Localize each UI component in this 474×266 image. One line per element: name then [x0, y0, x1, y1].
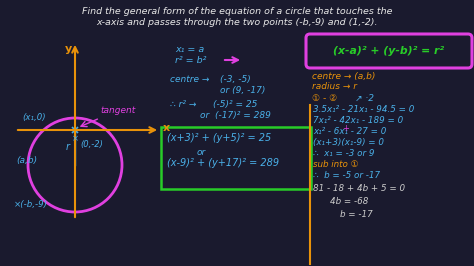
Text: (x₁,0): (x₁,0) [22, 113, 46, 122]
Text: sub into ①: sub into ① [313, 160, 358, 169]
Text: ∴  x₁ = -3 or 9: ∴ x₁ = -3 or 9 [313, 149, 374, 158]
Text: centre → (a,b): centre → (a,b) [312, 72, 375, 81]
Text: b = -17: b = -17 [340, 210, 373, 219]
Text: radius → r: radius → r [312, 82, 357, 91]
Text: centre →: centre → [170, 75, 210, 84]
Text: x-axis and passes through the two points (-b,-9) and (1,-2).: x-axis and passes through the two points… [96, 18, 378, 27]
Text: 4b = -68: 4b = -68 [330, 197, 368, 206]
Text: x₁ = a: x₁ = a [175, 45, 204, 54]
Text: r: r [66, 142, 70, 152]
Text: 7x₁² - 42x₁ - 189 = 0: 7x₁² - 42x₁ - 189 = 0 [313, 116, 403, 125]
Text: 3.5x₁² - 21x₁ - 94.5 = 0: 3.5x₁² - 21x₁ - 94.5 = 0 [313, 105, 414, 114]
Text: (x-a)² + (y-b)² = r²: (x-a)² + (y-b)² = r² [333, 46, 445, 56]
Text: (-3, -5): (-3, -5) [220, 75, 251, 84]
Text: ×: × [72, 134, 79, 143]
Text: (x-9)² + (y+17)² = 289: (x-9)² + (y+17)² = 289 [167, 158, 279, 168]
Text: ×(-b,-9): ×(-b,-9) [14, 201, 48, 210]
Text: (x₁+3)(x₁-9) = 0: (x₁+3)(x₁-9) = 0 [313, 138, 384, 147]
Text: +: + [342, 124, 349, 133]
Text: ① - ②: ① - ② [312, 94, 337, 103]
Text: ∴ r² →: ∴ r² → [170, 100, 196, 109]
FancyBboxPatch shape [161, 127, 311, 189]
Text: or (9, -17): or (9, -17) [220, 86, 265, 95]
Text: (x+3)² + (y+5)² = 25: (x+3)² + (y+5)² = 25 [167, 133, 271, 143]
Text: y: y [64, 44, 72, 54]
Text: ↗ ·2: ↗ ·2 [355, 94, 374, 103]
Text: (-5)² = 25: (-5)² = 25 [213, 100, 257, 109]
Text: (0,-2): (0,-2) [80, 140, 103, 149]
Text: (a,b): (a,b) [16, 156, 37, 164]
Text: or  (-17)² = 289: or (-17)² = 289 [200, 111, 271, 120]
Text: r² = b²: r² = b² [175, 56, 206, 65]
Text: x₁² - 6x₁ - 27 = 0: x₁² - 6x₁ - 27 = 0 [313, 127, 386, 136]
Text: or: or [197, 148, 206, 157]
FancyBboxPatch shape [306, 34, 472, 68]
Text: ∴  b = -5 or -17: ∴ b = -5 or -17 [313, 171, 380, 180]
Text: x: x [163, 123, 170, 133]
Text: tangent: tangent [100, 106, 135, 115]
Text: 81 - 18 + 4b + 5 = 0: 81 - 18 + 4b + 5 = 0 [313, 184, 405, 193]
Text: Find the general form of the equation of a circle that touches the: Find the general form of the equation of… [82, 7, 392, 16]
